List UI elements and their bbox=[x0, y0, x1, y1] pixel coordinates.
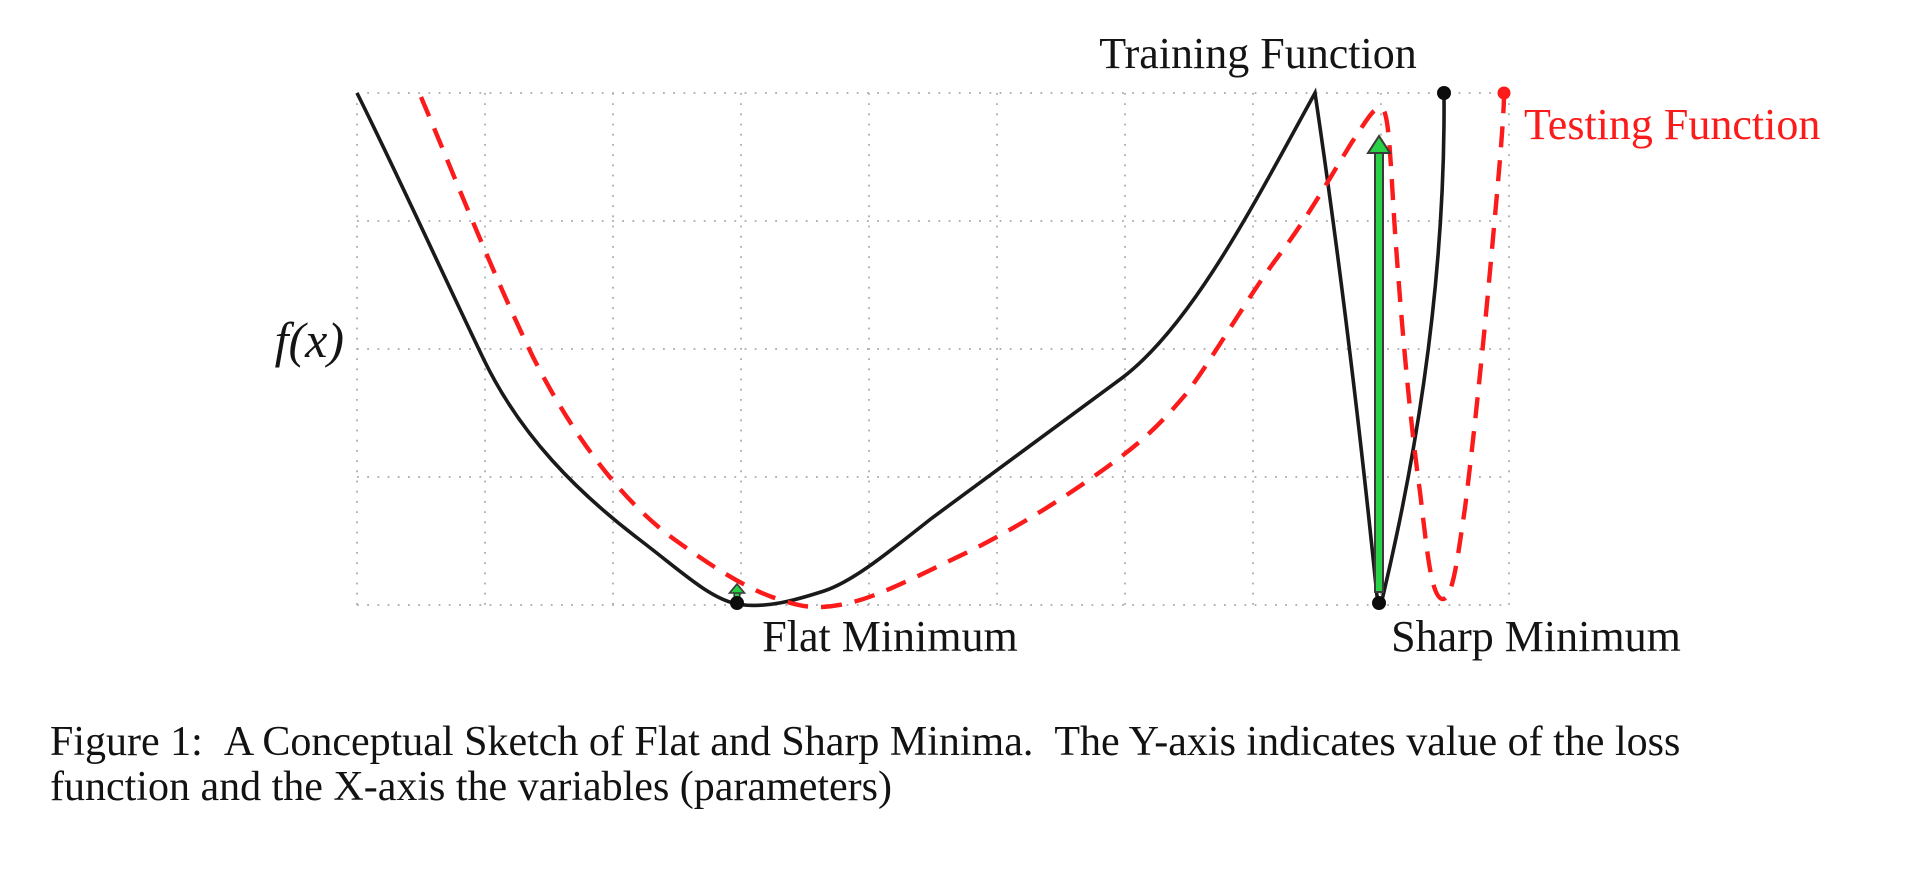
testing-function-label: Testing Function bbox=[1524, 100, 1821, 149]
figure-caption-line-1: Figure 1: A Conceptual Sketch of Flat an… bbox=[50, 719, 1681, 765]
flat-minimum-point bbox=[730, 596, 744, 610]
flat-minimum-label: Flat Minimum bbox=[762, 612, 1018, 661]
figure-caption: Figure 1: A Conceptual Sketch of Flat an… bbox=[50, 720, 1890, 810]
plot-svg bbox=[355, 86, 1511, 610]
sharp-minimum-gap-arrow-head bbox=[1366, 134, 1392, 154]
training-top-point bbox=[1437, 86, 1451, 100]
testing-top-point bbox=[1497, 86, 1511, 100]
sharp-minimum-gap-arrow-shaft bbox=[1374, 151, 1384, 593]
figure-caption-line-2: function and the X-axis the variables (p… bbox=[50, 763, 892, 810]
flat-minimum-gap-arrow-head bbox=[727, 582, 747, 594]
sharp-minimum-point bbox=[1372, 596, 1386, 610]
training-function-curve bbox=[355, 87, 1446, 608]
sharp-minimum-label: Sharp Minimum bbox=[1391, 612, 1681, 661]
testing-function-curve bbox=[418, 96, 1507, 610]
y-axis-label: f(x) bbox=[274, 312, 344, 368]
training-function-label: Training Function bbox=[1099, 29, 1417, 78]
